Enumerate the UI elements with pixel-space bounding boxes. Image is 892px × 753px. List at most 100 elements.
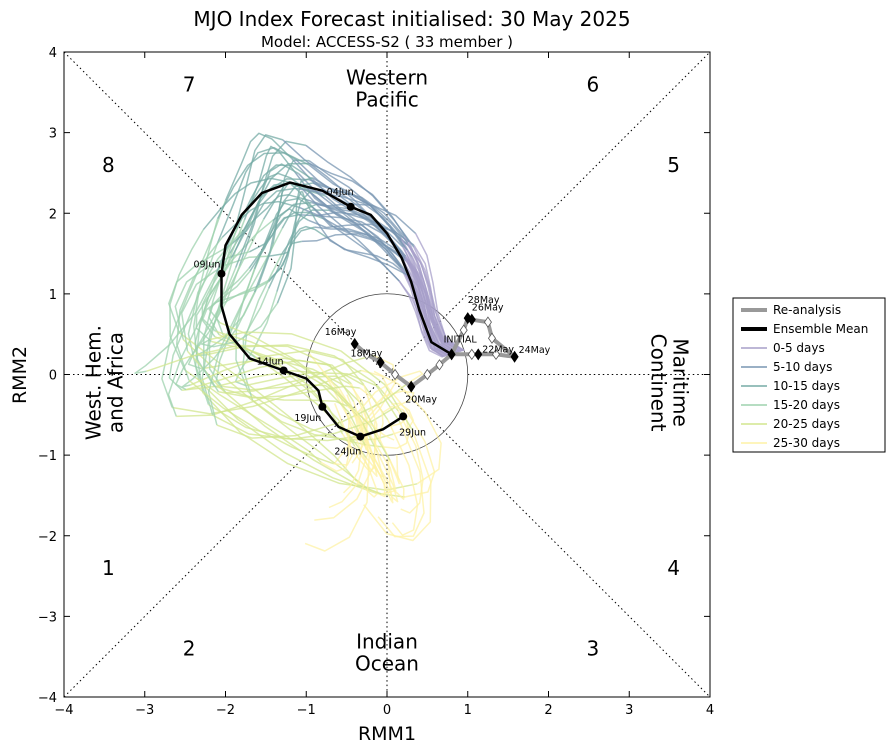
y-tick-label: −2 (38, 530, 57, 545)
member-track (301, 232, 402, 259)
axis-ticks: −4 −3 −2 −1 0 1 2 3 4 −4 −3 −2 −1 0 1 2 3 4 (38, 46, 714, 718)
reanalysis-marker (407, 380, 416, 393)
member-track (187, 265, 241, 370)
y-tick-label: −3 (38, 610, 57, 625)
member-track (367, 390, 415, 413)
member-track (234, 291, 278, 387)
member-track (353, 370, 424, 418)
legend-entry: 10-15 days (773, 379, 840, 393)
chart-title: MJO Index Forecast initialised: 30 May 2… (193, 7, 630, 31)
member-track (276, 176, 313, 304)
reanalysis-marker (510, 350, 519, 363)
member-track (301, 187, 400, 282)
member-track (387, 419, 419, 536)
plot-area: 24May22May26May28MayINITIAL20May18May16M… (38, 46, 714, 718)
region-label: MaritimeContinent (647, 334, 693, 432)
member-track (208, 267, 250, 335)
member-track (358, 415, 405, 500)
phase-label: 8 (102, 153, 115, 177)
reanalysis-date-label: 16May (325, 327, 357, 338)
reanalysis-day-marker (435, 359, 444, 371)
reanalysis-marker (350, 337, 359, 350)
member-track (216, 152, 310, 220)
region-label: West. Hem.and Africa (81, 325, 127, 440)
reanalysis-day-marker (423, 368, 432, 381)
member-track (377, 422, 425, 538)
ensemble-date-label: 04Jun (327, 187, 354, 198)
reanalysis-day-marker (487, 332, 496, 344)
member-track (364, 445, 394, 504)
member-track (328, 209, 407, 274)
member-track (186, 350, 382, 495)
member-track (281, 190, 317, 229)
member-track (235, 164, 314, 230)
ensemble-mean-marker (346, 202, 355, 211)
member-track (320, 414, 350, 472)
x-tick-label: −1 (297, 703, 316, 718)
member-track (209, 331, 414, 431)
member-track (174, 251, 250, 340)
member-track (202, 177, 296, 231)
reanalysis-day-marker (492, 348, 501, 361)
phase-label: 3 (587, 637, 600, 661)
x-tick-label: 3 (625, 703, 633, 718)
ensemble-members (134, 132, 465, 552)
member-track (185, 359, 352, 391)
reanalysis-day-marker (362, 348, 371, 361)
member-track (176, 354, 374, 418)
member-track (312, 182, 408, 251)
member-track (203, 228, 238, 393)
phase-label: 7 (183, 72, 196, 96)
member-track (238, 140, 307, 267)
reanalysis-date-label: 22May (482, 344, 514, 355)
x-tick-label: −2 (216, 703, 235, 718)
y-tick-label: 3 (49, 127, 57, 142)
member-track (213, 385, 348, 407)
annotations: 1 2 3 4 5 6 7 8 Western Pacific Indian Ocean West. H… (81, 65, 692, 675)
phase-label: 6 (587, 72, 600, 96)
y-tick-label: −1 (38, 449, 57, 464)
member-track (193, 218, 219, 387)
x-tick-label: 4 (706, 703, 714, 718)
reanalysis-marker (376, 356, 385, 369)
member-track (406, 249, 456, 355)
legend: Re-analysis Ensemble Mean 0-5 days 5-10 day… (732, 297, 886, 453)
member-track (404, 257, 449, 357)
x-axis-label: RMM1 (358, 723, 416, 745)
ensemble-date-label: 24Jun (334, 447, 361, 458)
member-track (218, 385, 360, 399)
legend-entry: 0-5 days (773, 341, 825, 355)
member-track (308, 164, 409, 244)
region-label: Western Pacific (346, 65, 428, 111)
chart-subtitle: Model: ACCESS-S2 ( 33 member ) (261, 33, 513, 51)
member-track (219, 322, 391, 461)
member-track (244, 172, 310, 214)
diagonal-guide (63, 51, 711, 698)
member-track (314, 384, 378, 521)
reanalysis-day-marker (483, 316, 492, 328)
member-track (212, 406, 396, 440)
ensemble-mean-series: 04Jun 09Jun 14Jun 19Jun 24Jun 29Jun (193, 181, 453, 458)
phase-label: 1 (102, 556, 115, 580)
member-track (359, 387, 384, 442)
legend-entry: Ensemble Mean (773, 322, 868, 336)
member-track (182, 339, 370, 491)
reanalysis-date-label: INITIAL (444, 334, 478, 345)
x-tick-label: 1 (464, 703, 472, 718)
y-tick-label: 2 (49, 207, 57, 222)
diagonal-guide (63, 51, 711, 698)
phase-label: 4 (667, 556, 680, 580)
member-track (229, 178, 309, 254)
member-track (298, 206, 401, 251)
member-track (181, 369, 340, 392)
phase-label: 5 (667, 153, 680, 177)
member-track (308, 353, 397, 495)
ensemble-date-label: 09Jun (193, 260, 220, 271)
y-tick-label: 1 (49, 288, 57, 303)
member-track (309, 162, 410, 243)
member-track (363, 429, 432, 542)
ensemble-mean-marker (217, 269, 226, 278)
ensemble-mean-marker (318, 402, 327, 411)
member-track (205, 344, 401, 424)
member-track (146, 344, 355, 403)
